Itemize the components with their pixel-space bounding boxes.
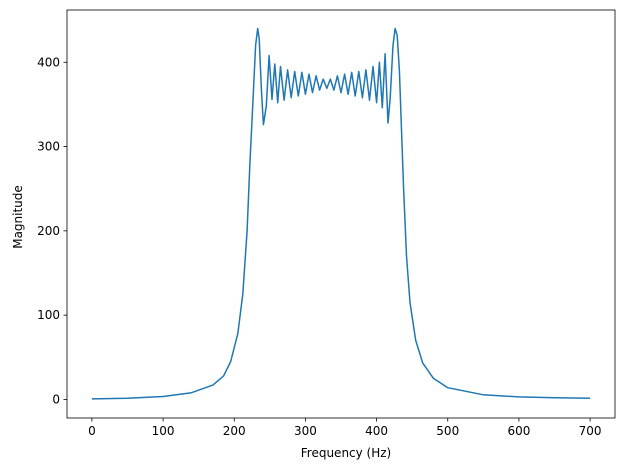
x-axis-label: Frequency (Hz) [301,446,392,460]
x-tick-label: 700 [579,424,602,438]
x-tick-label: 200 [223,424,246,438]
y-tick-label: 100 [37,308,60,322]
y-tick-label: 200 [37,224,60,238]
y-tick-label: 300 [37,140,60,154]
axes-frame [66,9,616,419]
plot-border [66,9,616,419]
x-tick-label: 100 [152,424,175,438]
y-tick-label: 0 [52,392,60,406]
x-tick-label: 600 [507,424,530,438]
series-line-0 [91,27,591,400]
x-tick-label: 0 [88,424,96,438]
plot-area [91,27,591,400]
x-tick-label: 300 [294,424,317,438]
x-tick-label: 500 [436,424,459,438]
x-tick-label: 400 [365,424,388,438]
y-axis-label: Magnitude [11,185,25,249]
axis-ticks: 0 100 200 300 400 500 600 700 0 100 200 300 400 [37,55,601,438]
y-tick-label: 400 [37,55,60,69]
